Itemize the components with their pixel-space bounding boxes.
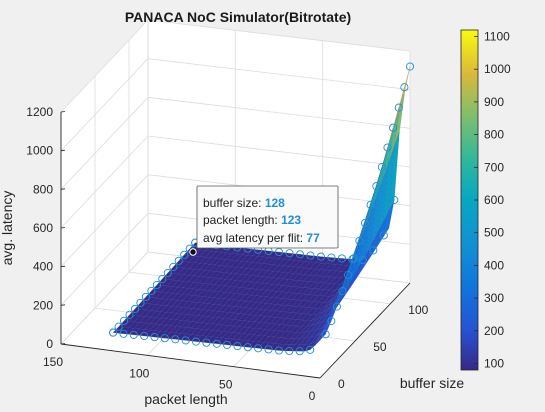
colorbar-tick-label: 200 <box>484 324 504 338</box>
z-tick-mark <box>61 228 65 229</box>
z-tick-mark <box>61 189 65 190</box>
x-tick-label: 0 <box>309 389 316 403</box>
chart-title: PANACA NoC Simulator(Bitrotate) <box>125 9 351 25</box>
y-axis-label: buffer size <box>400 375 465 391</box>
data-tip-packet-value: 123 <box>281 213 301 227</box>
x-axis-label: packet length <box>144 391 227 407</box>
data-tip-packet-label: packet length: <box>203 213 281 227</box>
z-tick-mark <box>61 150 65 151</box>
x-tick-label: 150 <box>43 355 63 369</box>
data-tip-latency-label: avg latency per flit: <box>203 231 306 245</box>
y-tick-label: 100 <box>408 303 428 317</box>
y-tick-label: 0 <box>338 377 345 391</box>
z-tick-mark <box>61 305 65 306</box>
data-tip-buffer-value: 128 <box>265 196 285 210</box>
z-tick-label: 600 <box>33 221 53 235</box>
y-tick-label: 50 <box>373 340 387 354</box>
colorbar-tick-label: 500 <box>484 226 504 240</box>
z-axis-label: avg. latency <box>0 191 15 266</box>
z-tick-label: 0 <box>46 337 53 351</box>
colorbar-tick-label: 900 <box>484 95 504 109</box>
colorbar-tick-label: 1000 <box>484 62 511 76</box>
data-tip-buffer-label: buffer size: <box>203 196 265 210</box>
data-tip-buffer: buffer size: 128 <box>203 196 285 210</box>
x-tick-label: 100 <box>129 366 149 380</box>
z-tick-label: 200 <box>33 298 53 312</box>
colorbar-tick-label: 800 <box>484 128 504 142</box>
z-tick-label: 800 <box>33 182 53 196</box>
colorbar-tick-label: 700 <box>484 160 504 174</box>
colorbar-tick-label: 600 <box>484 193 504 207</box>
data-tip-packet: packet length: 123 <box>203 213 301 227</box>
z-tick-mark <box>61 112 65 113</box>
z-tick-mark <box>61 266 65 267</box>
data-tip-marker[interactable] <box>190 249 196 255</box>
colorbar-tick-label: 100 <box>484 357 504 371</box>
z-tick-label: 400 <box>33 260 53 274</box>
z-tick-mark <box>61 344 65 345</box>
colorbar-tick-label: 300 <box>484 291 504 305</box>
x-tick-label: 50 <box>219 378 233 392</box>
data-tip-latency: avg latency per flit: 77 <box>203 231 320 245</box>
colorbar-tick-label: 1100 <box>484 30 510 44</box>
data-tip-latency-value: 77 <box>306 231 320 245</box>
z-tick-label: 1000 <box>26 144 53 158</box>
z-tick-label: 1200 <box>26 105 53 119</box>
colorbar-tick-label: 400 <box>484 258 504 272</box>
data-tip[interactable]: buffer size: 128 packet length: 123 avg … <box>190 186 338 255</box>
